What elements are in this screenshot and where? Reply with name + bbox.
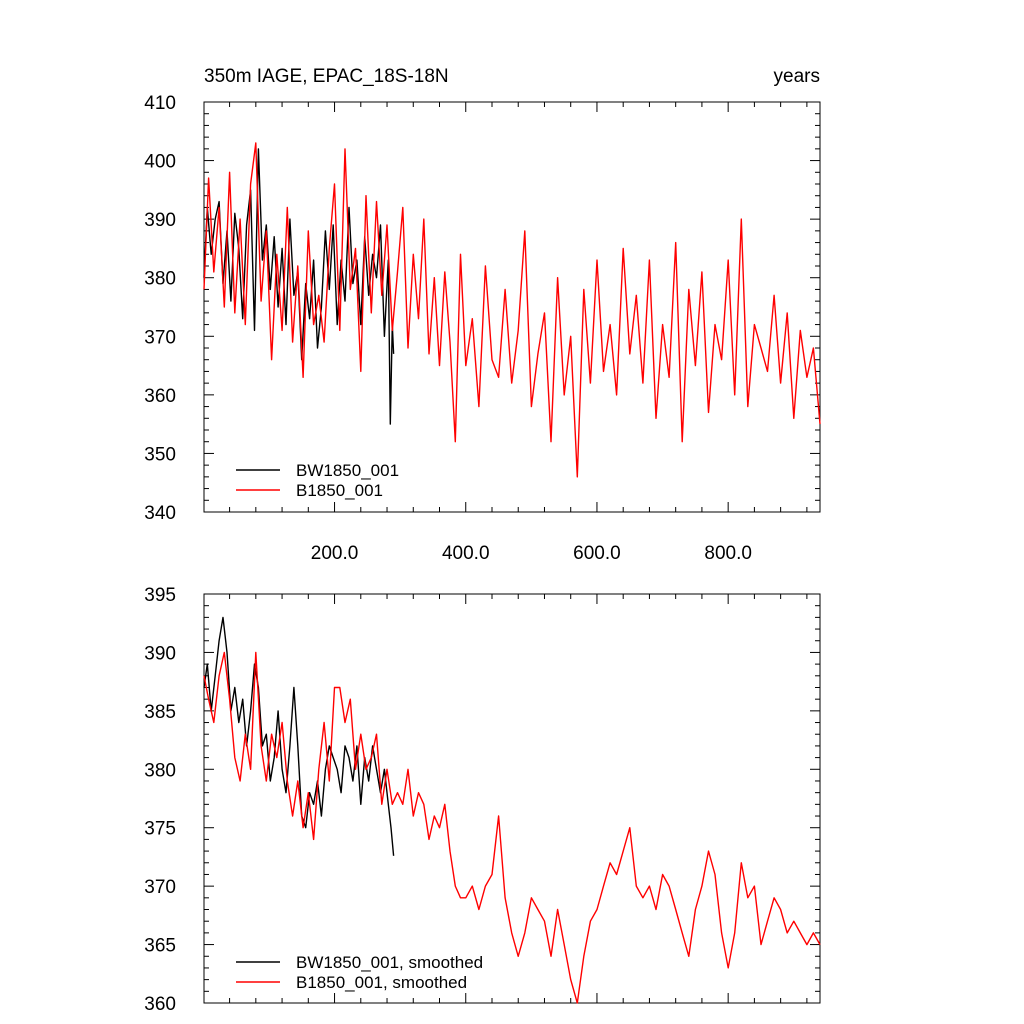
legend-label-b1850-smoothed: B1850_001, smoothed: [296, 973, 467, 992]
legend-label-bw1850-smoothed: BW1850_001, smoothed: [296, 953, 483, 972]
chart-units: years: [774, 66, 820, 87]
x-tick-label: 600.0: [573, 543, 621, 564]
y-tick-label: 400: [144, 152, 176, 173]
y-tick-label: 390: [144, 643, 176, 664]
top-legend: BW1850_001 B1850_001: [236, 461, 399, 500]
bottom-panel: 360 365 370 375 380 385 390 395: [144, 585, 821, 1015]
series-line-b1850-001: [203, 142, 821, 478]
y-tick-label: 380: [144, 760, 176, 781]
y-tick-label: 390: [144, 210, 176, 231]
y-tick-label: 395: [144, 585, 176, 606]
chart-title: 350m IAGE, EPAC_18S-18N: [204, 66, 449, 87]
y-tick-label: 350: [144, 444, 176, 465]
series-line-b1850-001-smoothed: [203, 651, 821, 1004]
y-tick-label: 360: [144, 386, 176, 407]
plot-frame: [203, 101, 821, 513]
legend-label-b1850: B1850_001: [296, 481, 383, 500]
y-tick-label: 375: [144, 819, 176, 840]
y-tick-label: 410: [144, 93, 176, 114]
y-tick-label: 340: [144, 503, 176, 524]
y-tick-label: 385: [144, 702, 176, 723]
x-tick-label: 200.0: [311, 543, 359, 564]
series-line-bw1850-001-smoothed: [203, 616, 395, 856]
y-tick-label: 365: [144, 936, 176, 957]
x-tick-label: 400.0: [442, 543, 490, 564]
legend-label-bw1850: BW1850_001: [296, 461, 399, 480]
y-tick-label: 370: [144, 327, 176, 348]
y-tick-label: 380: [144, 269, 176, 290]
y-tick-label: 360: [144, 994, 176, 1015]
top-panel: 340 350 360 370 380 390 400 410 200.0 400.0 600.0 8…: [144, 93, 821, 564]
y-tick-label: 370: [144, 877, 176, 898]
x-tick-label: 800.0: [704, 543, 752, 564]
plot-frame: [203, 593, 821, 1004]
bottom-legend: BW1850_001, smoothed B1850_001, smoothed: [236, 953, 483, 992]
